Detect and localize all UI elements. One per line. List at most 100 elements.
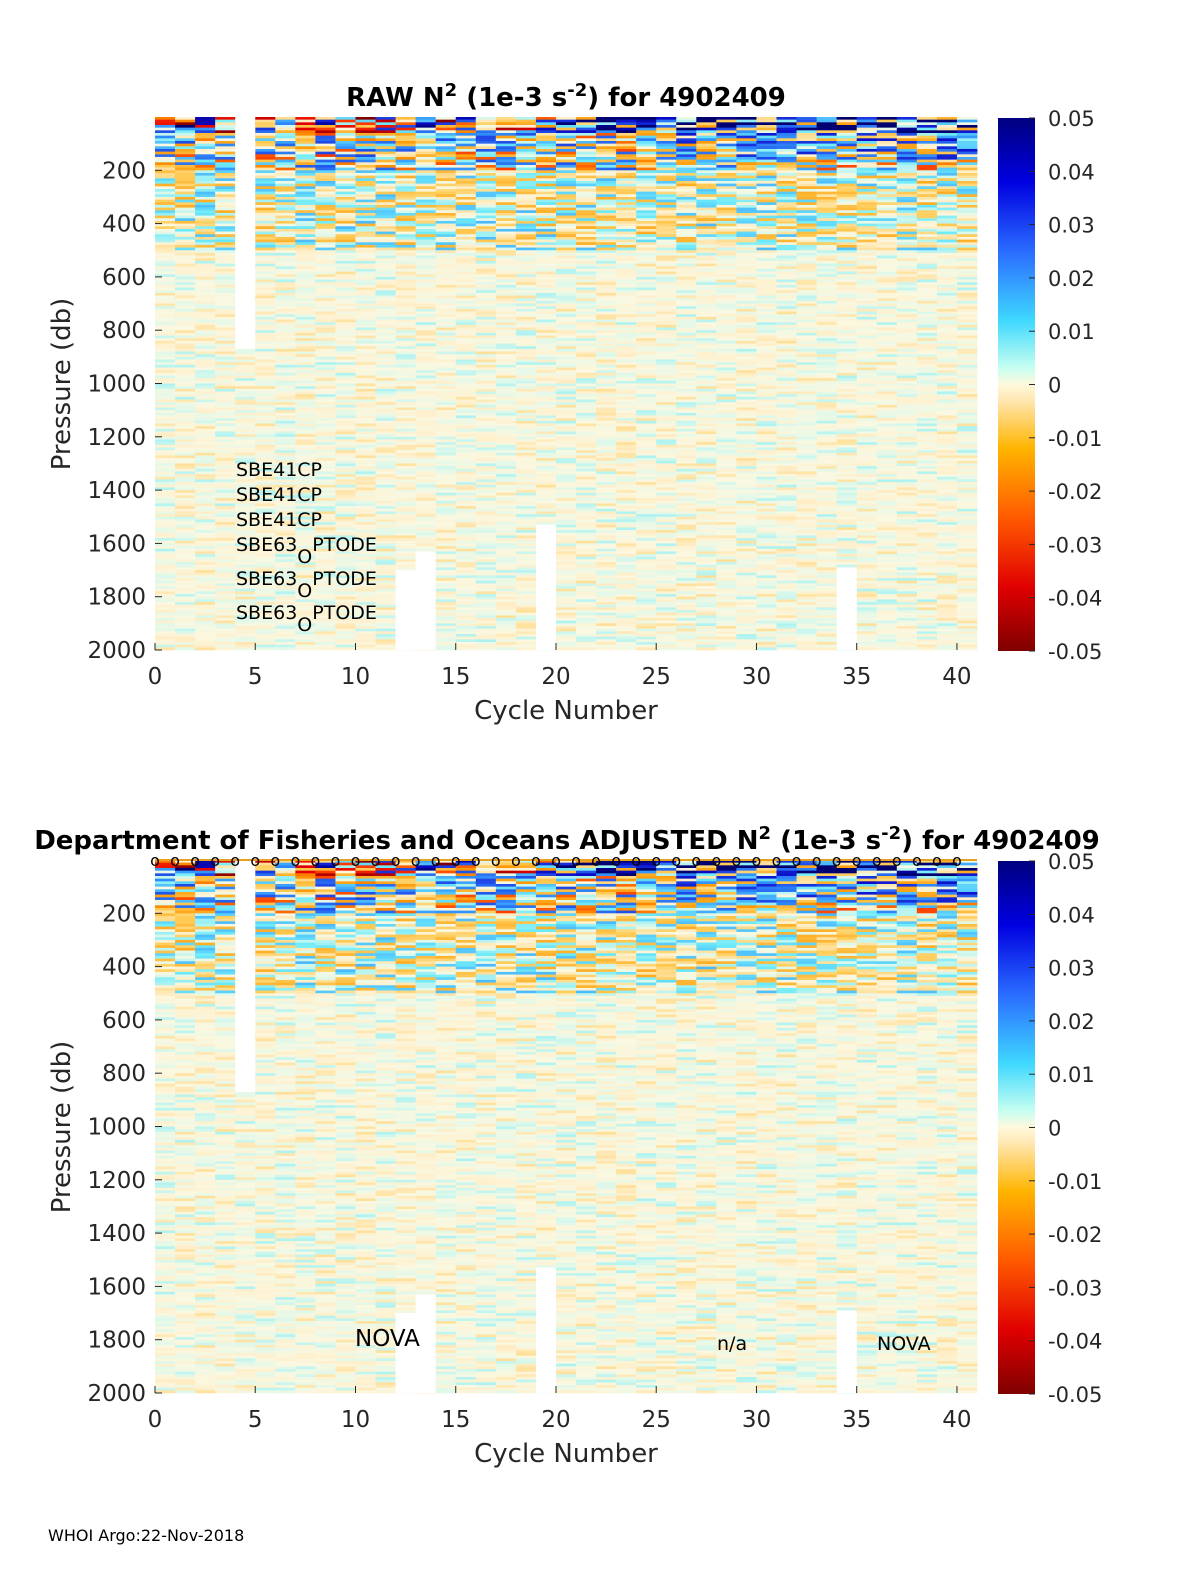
- heatmap-cell: [375, 474, 396, 478]
- heatmap-cell: [515, 407, 537, 411]
- heatmap-cell: [535, 468, 557, 472]
- heatmap-cell: [495, 399, 517, 403]
- heatmap-cell: [355, 164, 376, 168]
- heatmap-cell: [616, 495, 637, 499]
- heatmap-cell: [295, 639, 316, 643]
- heatmap-cell: [455, 391, 477, 395]
- heatmap-cell: [255, 415, 276, 419]
- heatmap-cell: [475, 287, 497, 291]
- heatmap-cell: [455, 607, 477, 611]
- heatmap-cell: [275, 396, 296, 400]
- heatmap-cell: [495, 388, 517, 392]
- heatmap-cell: [315, 119, 336, 123]
- heatmap-cell: [155, 135, 176, 139]
- heatmap-cell: [275, 596, 296, 600]
- heatmap-cell: [576, 324, 597, 328]
- heatmap-cell: [596, 271, 617, 275]
- heatmap-cell: [555, 415, 577, 419]
- heatmap-cell: [495, 212, 517, 216]
- heatmap-cell: [596, 207, 617, 211]
- heatmap-cell: [555, 623, 577, 627]
- heatmap-cell: [375, 218, 396, 222]
- heatmap-cell: [295, 522, 316, 526]
- heatmap-cell: [415, 202, 437, 206]
- heatmap-cell: [495, 423, 517, 427]
- heatmap-cell: [475, 252, 497, 256]
- heatmap-cell: [596, 266, 617, 270]
- heatmap-cell: [475, 247, 497, 251]
- heatmap-cell: [475, 484, 497, 488]
- heatmap-cell: [455, 530, 477, 534]
- heatmap-cell: [415, 250, 437, 254]
- heatmap-cell: [555, 498, 577, 502]
- heatmap-cell: [235, 439, 256, 443]
- heatmap-cell: [475, 380, 497, 384]
- heatmap-cell: [255, 226, 276, 230]
- heatmap-cell: [235, 524, 256, 528]
- heatmap-cell: [535, 210, 557, 214]
- heatmap-cell: [596, 231, 617, 235]
- heatmap-cell: [295, 260, 316, 264]
- heatmap-cell: [195, 610, 216, 613]
- heatmap-cell: [616, 615, 637, 619]
- heatmap-cell: [275, 268, 296, 272]
- heatmap-cell: [255, 548, 276, 552]
- heatmap-cell: [495, 186, 517, 190]
- heatmap-cell: [415, 263, 437, 267]
- heatmap-cell: [175, 247, 196, 251]
- heatmap-cell: [315, 575, 336, 579]
- heatmap-cell: [616, 636, 637, 640]
- heatmap-cell: [415, 146, 437, 150]
- heatmap-cell: [335, 239, 356, 243]
- heatmap-cell: [275, 359, 296, 363]
- heatmap-cell: [535, 231, 557, 235]
- heatmap-cell: [636, 378, 657, 382]
- heatmap-cell: [155, 319, 176, 323]
- heatmap-cell: [235, 508, 256, 512]
- heatmap-cell: [335, 471, 356, 475]
- heatmap-cell: [475, 538, 497, 542]
- heatmap-cell: [495, 516, 517, 520]
- heatmap-cell: [355, 455, 376, 459]
- heatmap-cell: [576, 364, 597, 368]
- heatmap-cell: [576, 498, 597, 502]
- heatmap-cell: [576, 298, 597, 302]
- heatmap-cell: [355, 399, 376, 403]
- heatmap-cell: [535, 428, 557, 432]
- heatmap-cell: [555, 394, 577, 398]
- heatmap-cell: [355, 117, 376, 120]
- heatmap-cell: [576, 567, 597, 571]
- heatmap-cell: [596, 420, 617, 424]
- heatmap-cell: [636, 578, 657, 582]
- heatmap-cell: [535, 290, 557, 294]
- heatmap-cell: [315, 434, 336, 438]
- heatmap-cell: [555, 370, 577, 374]
- heatmap-cell: [275, 514, 296, 518]
- heatmap-cell: [315, 471, 336, 475]
- heatmap-cell: [495, 559, 517, 563]
- heatmap-cell: [636, 383, 657, 387]
- heatmap-cell: [315, 426, 336, 430]
- heatmap-cell: [576, 231, 597, 235]
- heatmap-cell: [295, 236, 316, 240]
- heatmap-cell: [475, 634, 497, 637]
- heatmap-cell: [275, 146, 296, 150]
- heatmap-cell: [616, 460, 637, 464]
- heatmap-cell: [355, 444, 376, 448]
- heatmap-cell: [335, 519, 356, 523]
- heatmap-cell: [295, 599, 316, 603]
- heatmap-cell: [315, 148, 336, 152]
- heatmap-cell: [435, 468, 457, 472]
- heatmap-cell: [616, 239, 637, 243]
- heatmap-cell: [555, 242, 577, 246]
- heatmap-cell: [515, 146, 537, 150]
- heatmap-cell: [616, 415, 637, 419]
- heatmap-cell: [395, 186, 417, 190]
- heatmap-cell: [395, 140, 417, 144]
- heatmap-cell: [616, 204, 637, 208]
- heatmap-cell: [415, 159, 437, 163]
- heatmap-cell: [275, 495, 296, 499]
- heatmap-cell: [455, 399, 477, 403]
- heatmap-cell: [235, 468, 256, 472]
- heatmap-cell: [515, 415, 537, 419]
